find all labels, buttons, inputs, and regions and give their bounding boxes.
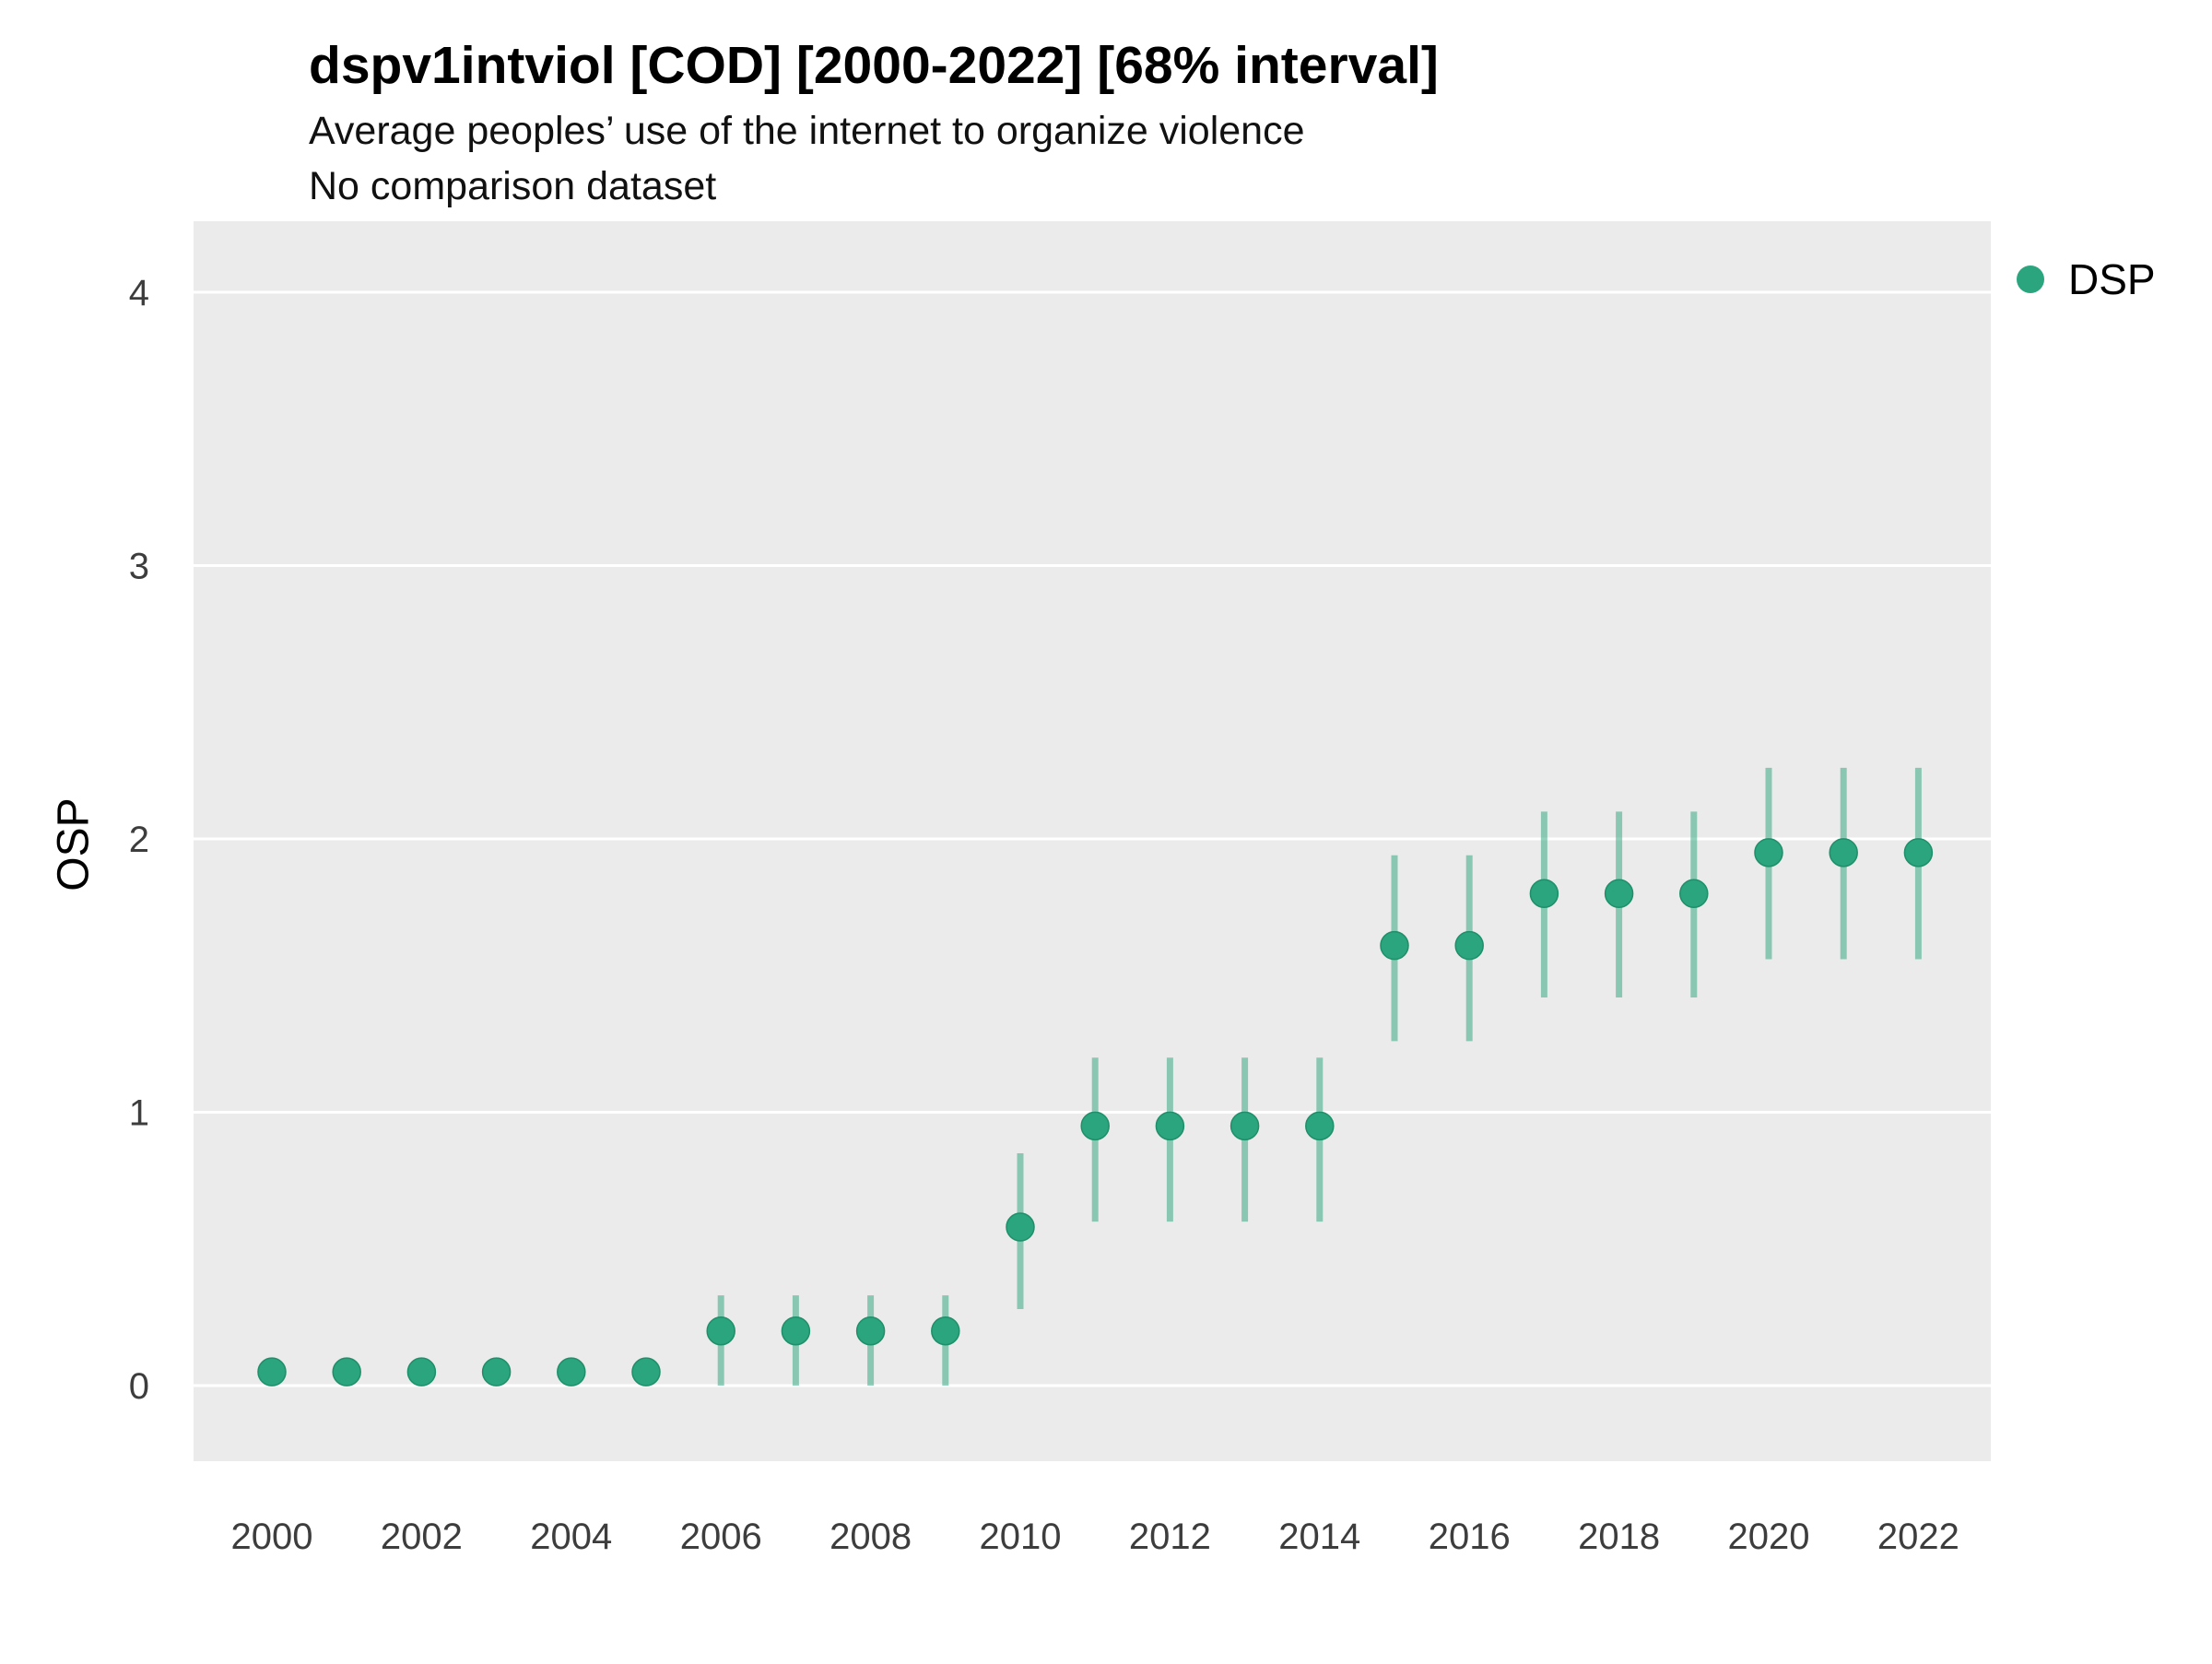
data-point (781, 1316, 811, 1346)
data-point (257, 1357, 287, 1387)
x-tick-label: 2006 (680, 1516, 762, 1557)
page-subtitle-note: No comparison dataset (309, 164, 717, 208)
x-tick-label: 2010 (980, 1516, 1062, 1557)
data-point (1529, 879, 1559, 909)
y-tick-label: 4 (129, 273, 149, 313)
data-point (557, 1357, 586, 1387)
legend-dsp-swatch-icon (2017, 266, 2044, 293)
data-point (1080, 1111, 1110, 1141)
x-tick-label: 2012 (1129, 1516, 1211, 1557)
x-tick-label: 2022 (1877, 1516, 1959, 1557)
data-point (1380, 930, 1409, 961)
y-tick-label: 3 (129, 547, 149, 587)
data-point (1829, 838, 1858, 867)
y-tick-label: 2 (129, 820, 149, 860)
data-point (1230, 1111, 1260, 1141)
x-tick-label: 2008 (830, 1516, 912, 1557)
x-tick-label: 2018 (1578, 1516, 1660, 1557)
page-subtitle: Average peoples’ use of the internet to … (309, 109, 1305, 153)
data-point (1754, 838, 1783, 867)
y-axis-label: OSP (49, 797, 99, 891)
x-tick-label: 2002 (381, 1516, 463, 1557)
y-tick-label: 1 (129, 1093, 149, 1134)
data-point (706, 1316, 735, 1346)
data-point (1155, 1111, 1185, 1141)
data-point (855, 1316, 886, 1346)
x-tick-label: 2016 (1429, 1516, 1511, 1557)
data-point (1305, 1111, 1335, 1141)
x-tick-label: 2020 (1728, 1516, 1810, 1557)
page-title: dspv1intviol [COD] [2000-2022] [68% inte… (309, 36, 1439, 95)
legend-dsp-label: DSP (2068, 255, 2156, 303)
data-point (1604, 879, 1634, 909)
panel-background (194, 221, 1991, 1461)
data-point (1454, 930, 1484, 961)
data-point (332, 1357, 361, 1387)
y-tick-label: 0 (129, 1366, 149, 1407)
legend: DSP (2017, 254, 2156, 304)
x-tick-label: 2004 (530, 1516, 612, 1557)
data-point (481, 1357, 512, 1387)
x-tick-label: 2000 (231, 1516, 313, 1557)
data-point (631, 1357, 661, 1387)
x-tick-label: 2014 (1278, 1516, 1360, 1557)
data-point (1679, 879, 1709, 909)
data-point (931, 1316, 960, 1346)
data-point (1903, 838, 1934, 867)
data-point (406, 1357, 437, 1387)
data-point (1006, 1212, 1035, 1242)
